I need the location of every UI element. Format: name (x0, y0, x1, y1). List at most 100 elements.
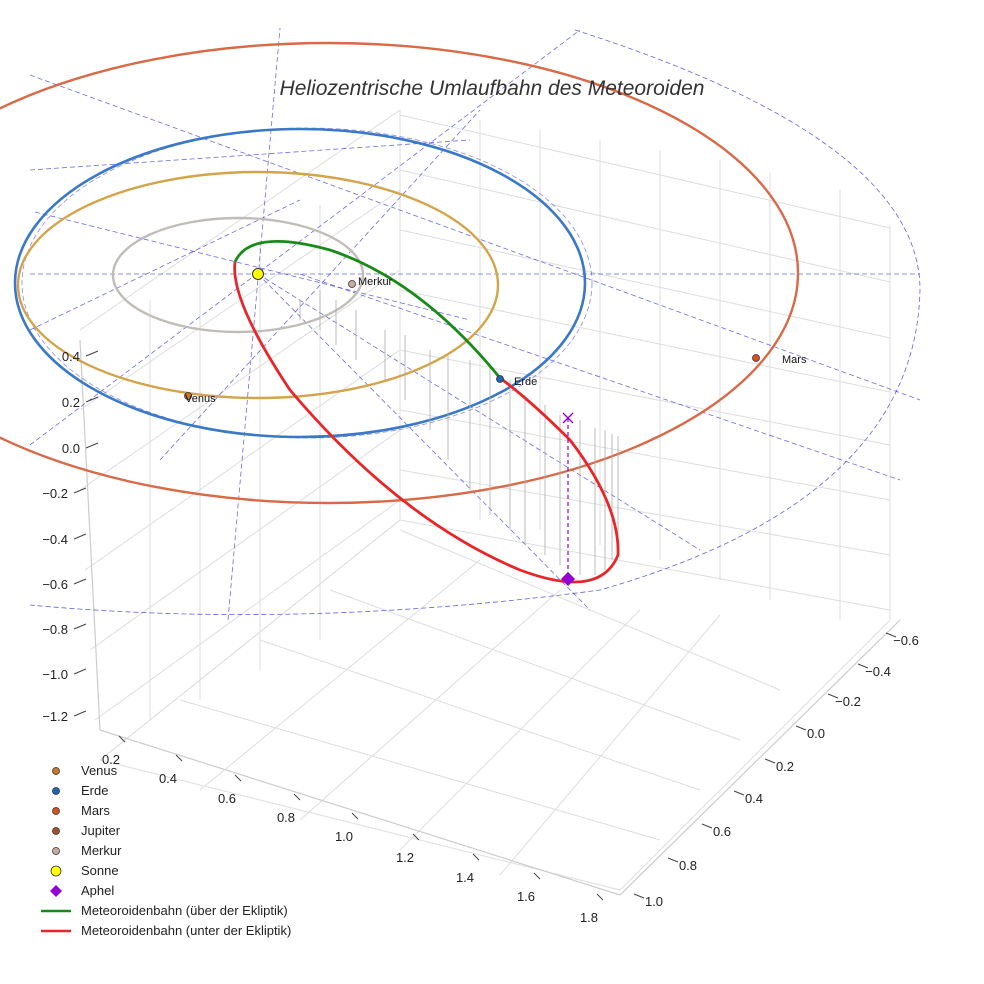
z-tick-mark (73, 623, 87, 630)
grid-line (179, 699, 661, 841)
y-tick-mark (795, 725, 807, 731)
x-tick-mark (533, 872, 541, 880)
grid-line (89, 429, 401, 651)
legend-item: Merkur (52, 843, 122, 858)
x-tick-mark (234, 774, 242, 782)
projection-line (299, 273, 901, 481)
mars-orbit (0, 41, 800, 505)
legend-label: Venus (81, 763, 118, 778)
x-tick-mark (118, 735, 126, 743)
legend-item: Venus (52, 763, 118, 778)
y-tick-mark (857, 663, 869, 669)
y-tick-label: 1.0 (645, 894, 663, 909)
grid-line (399, 169, 891, 283)
projection-line (227, 27, 281, 621)
y-tick-mark (667, 857, 679, 863)
grid-line (94, 499, 401, 721)
legend-label: Jupiter (81, 823, 121, 838)
grid-line (99, 519, 401, 761)
planet-orbits (0, 41, 800, 505)
y-tick-mark (827, 693, 839, 699)
projection-line (159, 109, 481, 461)
z-tick-label: −0.8 (42, 622, 68, 637)
label-mars: Mars (782, 354, 807, 366)
x-tick-label: 1.8 (580, 910, 598, 925)
legend-label: Merkur (81, 843, 122, 858)
mercury-orbit (111, 216, 365, 334)
y-tick-label: 0.4 (745, 791, 763, 806)
x-tick-label: 0.8 (277, 810, 295, 825)
z-tick-label: −0.4 (42, 532, 68, 547)
z-tick-mark (85, 396, 99, 403)
z-tick-label: −0.6 (42, 577, 68, 592)
legend-marker (50, 865, 62, 877)
z-tick-label: −0.2 (42, 486, 68, 501)
meteoroid-orbit-below (233, 261, 620, 584)
z-tick-label: 0.2 (62, 395, 80, 410)
legend-marker (52, 787, 60, 795)
grid-line (619, 619, 891, 891)
x-tick-mark (472, 853, 480, 861)
x-tick-label: 0.6 (218, 791, 236, 806)
y-tick-mark (885, 632, 897, 638)
x-tick-mark (596, 893, 604, 901)
venus-marker (184, 392, 192, 400)
y-tick-mark (733, 790, 745, 796)
grid-line (399, 409, 891, 501)
grid-line (399, 609, 641, 851)
legend-item: Meteoroidenbahn (unter der Ekliptik) (41, 923, 291, 938)
grid-line (399, 519, 891, 611)
legend-item: Sonne (50, 863, 119, 878)
label-merkur: Merkur (358, 276, 393, 288)
aphel-projection-marker (562, 412, 574, 424)
sun-marker (252, 268, 264, 280)
legend-item: Meteoroidenbahn (über der Ekliptik) (41, 903, 288, 918)
meteoroid-orbit-above (233, 240, 502, 379)
legend-label: Mars (81, 803, 110, 818)
earth-marker (496, 375, 504, 383)
x-tick-label: 0.2 (102, 752, 120, 767)
grid-line (99, 759, 621, 891)
chart-title: Heliozentrische Umlaufbahn des Meteoroid… (280, 77, 705, 100)
grid-line (299, 589, 561, 821)
y-tick-label: 0.2 (776, 759, 794, 774)
grid-line (259, 639, 701, 791)
y-tick-label: 0.0 (807, 726, 825, 741)
y-axis-line (619, 619, 901, 896)
y-tick-mark (633, 893, 645, 899)
legend-marker (52, 767, 60, 775)
y-tick-label: 0.8 (679, 858, 697, 873)
y-tick-mark (701, 823, 713, 829)
z-tick-mark (73, 533, 87, 540)
grid (79, 109, 891, 891)
legend-item: Mars (52, 803, 110, 818)
grid-line (399, 114, 891, 229)
grid-line (399, 349, 891, 446)
grid-line (329, 589, 741, 741)
projection-line (29, 199, 301, 331)
markers (184, 268, 760, 586)
x-axis-line (99, 729, 621, 896)
grid-line (399, 469, 891, 556)
legend-item: Erde (52, 783, 108, 798)
projection-line (34, 211, 471, 321)
x-tick-mark (175, 754, 183, 762)
legend-marker (52, 827, 60, 835)
z-tick-mark (85, 442, 99, 449)
venus-orbit (16, 170, 500, 400)
z-tick-mark (73, 668, 87, 675)
legend-item: Aphel (50, 883, 114, 898)
x-tick-label: 1.0 (335, 829, 353, 844)
label-venus: Venus (185, 393, 216, 405)
x-tick-label: 1.4 (456, 870, 474, 885)
legend-marker (50, 885, 62, 897)
grid-line (399, 289, 891, 393)
z-tick-mark (85, 350, 99, 357)
mars-marker (752, 354, 760, 362)
grid-line (79, 269, 401, 491)
x-tick-label: 0.4 (159, 771, 177, 786)
legend-label: Sonne (81, 863, 119, 878)
tick-labels: 0.4 0.2 0.0 −0.2 −0.4 −0.6 −0.8 −1.0 −1.2 0.2 0.4 0… (42, 349, 919, 925)
z-tick-label: 0.4 (62, 349, 80, 364)
